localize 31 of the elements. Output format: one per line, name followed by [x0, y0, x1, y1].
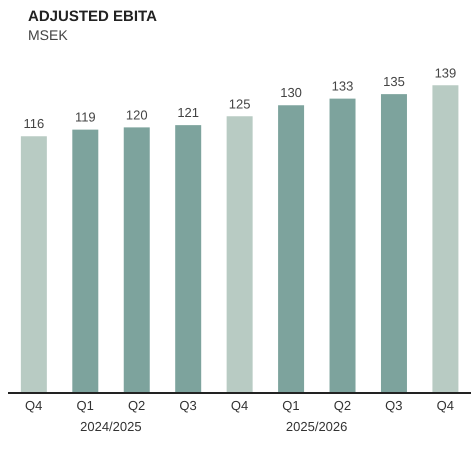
- data-label: 120: [126, 107, 148, 122]
- data-label: 119: [74, 110, 96, 125]
- text: 2024/2025: [79, 419, 143, 434]
- x-tick-label: Q3: [179, 398, 197, 414]
- data-label: 116: [23, 116, 44, 132]
- bar: [278, 105, 304, 393]
- x-tick-label: Q2: [334, 398, 352, 414]
- x-tick-label: Q1: [76, 398, 94, 414]
- chart-subtitle: MSEK: [28, 27, 69, 43]
- data-label: 133: [332, 78, 354, 94]
- text: 2025/2026: [284, 419, 348, 434]
- bar: [72, 130, 98, 393]
- bar: [432, 85, 458, 393]
- bar: [380, 94, 407, 393]
- bar: [124, 127, 150, 393]
- x-tick-label: Q3: [385, 398, 403, 414]
- data-label: 130: [280, 85, 302, 100]
- x-tick-label: Q4: [25, 398, 42, 414]
- data-label: 139: [434, 65, 456, 80]
- x-tick-label: Q1: [282, 398, 300, 414]
- data-label: 135: [383, 74, 405, 90]
- bar: [175, 125, 202, 393]
- bar: [20, 136, 47, 393]
- data-label: 125: [228, 96, 250, 112]
- x-tick-label: Q4: [436, 398, 454, 414]
- data-label: 121: [177, 105, 200, 120]
- bar: [330, 98, 356, 393]
- x-tick-label: Q2: [128, 398, 146, 414]
- x-tick-label: Q4: [230, 398, 248, 414]
- chart-title: ADJUSTED EBITA: [28, 8, 158, 25]
- bar: [226, 116, 253, 393]
